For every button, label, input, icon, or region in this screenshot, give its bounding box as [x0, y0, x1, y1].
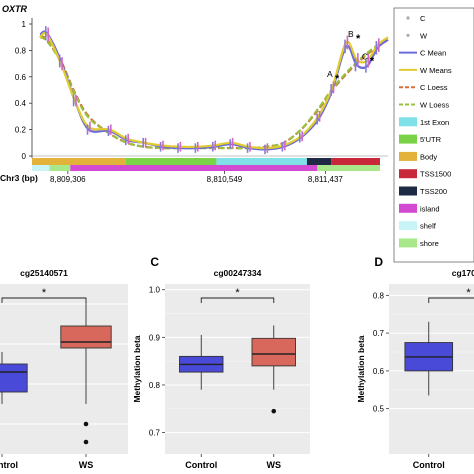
site-significance-star: *: [370, 56, 375, 68]
legend-entry: C Mean: [420, 49, 446, 58]
box-x-category: Control: [185, 460, 217, 470]
box-chart-title: cg25140571: [20, 268, 68, 278]
significance-bracket: [1, 297, 87, 303]
box-panel-cg17036: Dcg17036 0.5 0.6 0.7 0.8 Methylation beta Cont…: [356, 255, 474, 470]
box-y-axis-label: Methylation beta: [132, 335, 142, 402]
legend-entry: C Loess: [420, 83, 448, 92]
significance-bracket: [200, 297, 275, 303]
track-region-tss200: [306, 158, 332, 165]
box-y-tick-label: 0.7: [149, 429, 161, 438]
legend-key-box: [399, 186, 417, 196]
track-cpg-shore: [317, 165, 380, 171]
line-annotations: A *B *C *: [327, 29, 375, 85]
line-x-tick-label: 8,810,549: [207, 175, 243, 184]
significance-star: *: [466, 287, 471, 299]
box-y-tick-label: 0.9: [149, 333, 161, 342]
line-y-tick-label: 0.2: [15, 126, 27, 135]
line-x-tick-label: 8,811,437: [308, 175, 344, 184]
legend-entry: TSS1500: [420, 170, 451, 179]
site-label: B: [348, 29, 354, 39]
legend-entry: C: [420, 14, 426, 23]
track-cpg-island: [70, 165, 318, 171]
legend-key-box: [399, 203, 417, 213]
legend-key-box: [399, 221, 417, 231]
box-ws: [60, 325, 112, 349]
legend-entry: island: [420, 204, 440, 213]
box-y-tick-label: 0.8: [149, 381, 161, 390]
line-x-ticks: 8,809,306 8,810,549 8,811,437: [50, 171, 343, 184]
legend-key-box: [399, 134, 417, 144]
box-chart-title: cg00247334: [214, 268, 262, 278]
line-y-ticks: 0 0.2 0.4 0.6 0.8 1: [15, 20, 32, 161]
significance-star: *: [42, 287, 47, 299]
box-x-category: Control: [413, 460, 445, 470]
legend-key-box: [399, 169, 417, 179]
track-region-5-utr: [125, 158, 217, 165]
track-cpg-shore: [49, 165, 71, 171]
line-y-tick-label: 1: [22, 20, 27, 29]
site-significance-star: *: [356, 33, 361, 45]
legend-entry: TSS200: [420, 187, 447, 196]
line-y-tick-label: 0.8: [15, 46, 27, 55]
legend-entry: W Means: [420, 66, 452, 75]
series-line-c-mean: [39, 30, 389, 151]
box-outlier: [83, 421, 89, 427]
legend: CW C Mean W Means C Loess W Loess 1st Exon 5'U…: [393, 7, 474, 263]
panel-letter: D: [374, 255, 383, 269]
box-y-tick-label: 0.8: [373, 291, 385, 300]
box-panel-cg25140571: cg25140571 Control WS *: [0, 268, 128, 470]
box-outlier: [83, 439, 89, 445]
site-label: C: [362, 52, 368, 62]
legend-entry: W Loess: [420, 101, 449, 110]
legend-entry: Body: [420, 152, 437, 161]
site-label: A: [327, 69, 333, 79]
legend-key-box: [399, 151, 417, 161]
significance-star: *: [235, 287, 240, 299]
track-cpg-shelf: [32, 165, 50, 171]
legend-key-dot: [406, 16, 410, 20]
box-y-tick-label: 1.0: [149, 286, 161, 295]
track-region-tss1500: [331, 158, 380, 165]
legend-entry: shore: [420, 239, 439, 248]
line-curves: [39, 30, 389, 151]
box-outlier: [271, 408, 277, 414]
line-x-tick-label: 8,809,306: [50, 175, 86, 184]
series-line-w-loess: [39, 36, 389, 150]
legend-entry: 5'UTR: [420, 135, 442, 144]
legend-key-dot: [406, 33, 410, 37]
line-y-tick-label: 0.4: [15, 99, 27, 108]
box-ws: [251, 337, 296, 367]
line-y-tick-label: 0.6: [15, 73, 27, 82]
site-significance-star: *: [335, 73, 340, 85]
legend-entry: W: [420, 31, 428, 40]
box-control: [0, 363, 28, 393]
box-y-axis-label: Methylation beta: [356, 335, 366, 402]
box-y-tick-label: 0.5: [373, 405, 385, 414]
significance-bracket: [428, 297, 474, 303]
box-x-category: Control: [0, 460, 18, 470]
legend-entry: 1st Exon: [420, 118, 449, 127]
legend-key-box: [399, 238, 417, 248]
legend-items: CW C Mean W Means C Loess W Loess 1st Exon 5'U…: [399, 14, 452, 248]
box-y-tick-label: 0.7: [373, 329, 385, 338]
line-error-bars: [44, 26, 380, 155]
track-region-1st-exon: [216, 158, 307, 165]
track-region-body: [32, 158, 126, 165]
box-y-tick-label: 0.6: [373, 367, 385, 376]
legend-key-box: [399, 117, 417, 127]
line-chart-title: OXTR: [2, 4, 28, 14]
line-y-tick-label: 0: [22, 152, 27, 161]
box-x-category: WS: [79, 460, 94, 470]
annotation-track: [32, 158, 380, 171]
box-chart-title: cg17036: [452, 268, 474, 278]
box-x-category: WS: [267, 460, 282, 470]
legend-entry: shelf: [420, 222, 437, 231]
x-axis-label: Chr3 (bp): [0, 173, 38, 183]
line-panel: OXTR 00.20.40.60.81 A *B *C * Chr3 (bp) 8,8…: [0, 4, 389, 184]
panel-letter: C: [150, 255, 159, 269]
